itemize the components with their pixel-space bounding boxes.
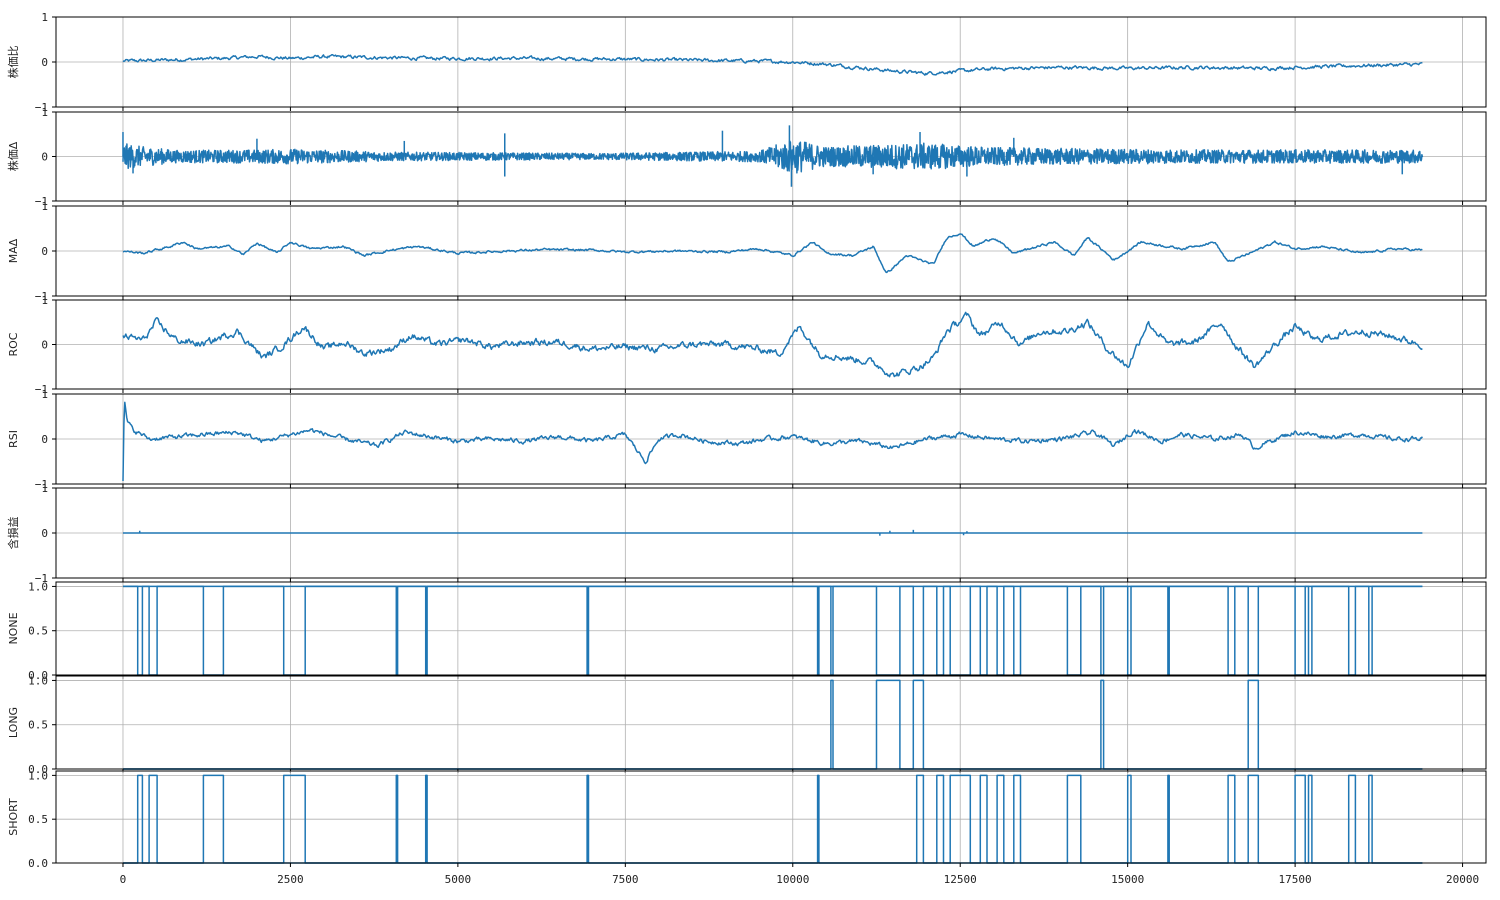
x-tick-label: 15000	[1111, 873, 1144, 886]
y-tick-label: 0.0	[28, 669, 48, 682]
y-axis-label: 含損益	[6, 517, 20, 550]
series-line-3	[122, 233, 1423, 274]
panel-frame	[55, 675, 1487, 770]
y-tick-label: 0.0	[28, 763, 48, 776]
panel-2: −1 0 1 株価Δ	[6, 106, 1487, 208]
y-axis-label: SHORT	[7, 798, 20, 836]
x-tick-label: 12500	[944, 873, 977, 886]
panel-7: 0.0 0.5 1.0 NONE	[7, 580, 1487, 682]
y-tick-label: −1	[35, 101, 48, 114]
y-tick-label: 0	[41, 151, 48, 164]
y-tick-label: 1	[41, 106, 48, 119]
x-tick-label: 7500	[612, 873, 639, 886]
y-tick-label: 0	[41, 433, 48, 446]
y-tick-label: 1.0	[28, 769, 48, 782]
y-tick-label: 0	[41, 56, 48, 69]
panel-5: −1 0 1 RSI	[7, 388, 1487, 491]
y-axis-label: MAΔ	[7, 238, 20, 263]
y-axis-label: 株価Δ	[6, 141, 20, 171]
y-tick-label: 1.0	[28, 674, 48, 687]
panel-8: 0.0 0.5 1.0 LONG	[7, 674, 1487, 776]
series-line-4	[122, 311, 1423, 378]
series-line-7	[123, 585, 1423, 676]
x-tick-label: 17500	[1279, 873, 1312, 886]
series-line-2	[122, 140, 1424, 174]
x-tick-label: 0	[120, 873, 127, 886]
panel-6: −1 0 1 含損益	[6, 482, 1487, 585]
y-tick-label: 0.5	[28, 625, 48, 638]
y-axis-label: LONG	[7, 707, 20, 738]
panel-3: −1 0 1 MAΔ	[7, 200, 1487, 303]
x-tick-label: 5000	[445, 873, 472, 886]
y-axis-label: NONE	[7, 612, 20, 644]
y-tick-label: 1	[41, 482, 48, 495]
series-line-8	[123, 679, 1423, 770]
y-tick-label: 1	[41, 294, 48, 307]
x-tick-label: 20000	[1446, 873, 1479, 886]
y-tick-label: −1	[35, 383, 48, 396]
series-line-9	[123, 774, 1423, 864]
y-tick-label: 0.5	[28, 813, 48, 826]
panel-frame	[55, 581, 1487, 676]
y-tick-label: 0.5	[28, 719, 48, 732]
y-axis-label: ROC	[7, 332, 20, 356]
y-tick-label: −1	[35, 572, 48, 585]
y-tick-label: 0.0	[28, 857, 48, 870]
y-tick-label: 0	[41, 339, 48, 352]
y-axis-label: 株価比	[6, 46, 20, 79]
y-tick-label: −1	[35, 290, 48, 303]
y-tick-label: 0	[41, 245, 48, 258]
y-axis-label: RSI	[7, 430, 20, 448]
y-tick-label: −1	[35, 478, 48, 491]
x-tick-label: 2500	[277, 873, 304, 886]
y-tick-label: 1	[41, 11, 48, 24]
panel-frame	[55, 770, 1487, 864]
y-tick-label: 0	[41, 527, 48, 540]
y-tick-label: −1	[35, 195, 48, 208]
x-tick-label: 10000	[776, 873, 809, 886]
panel-9: 0.0 0.5 1.0 SHORT	[7, 769, 1487, 870]
series-line-5	[122, 401, 1424, 482]
panel-1: −1 0 1 株価比	[6, 11, 1487, 114]
y-tick-label: 1.0	[28, 580, 48, 593]
panel-4: −1 0 1 ROC	[7, 294, 1487, 396]
y-tick-label: 1	[41, 388, 48, 401]
series-line-1	[122, 53, 1423, 76]
y-tick-label: 1	[41, 200, 48, 213]
